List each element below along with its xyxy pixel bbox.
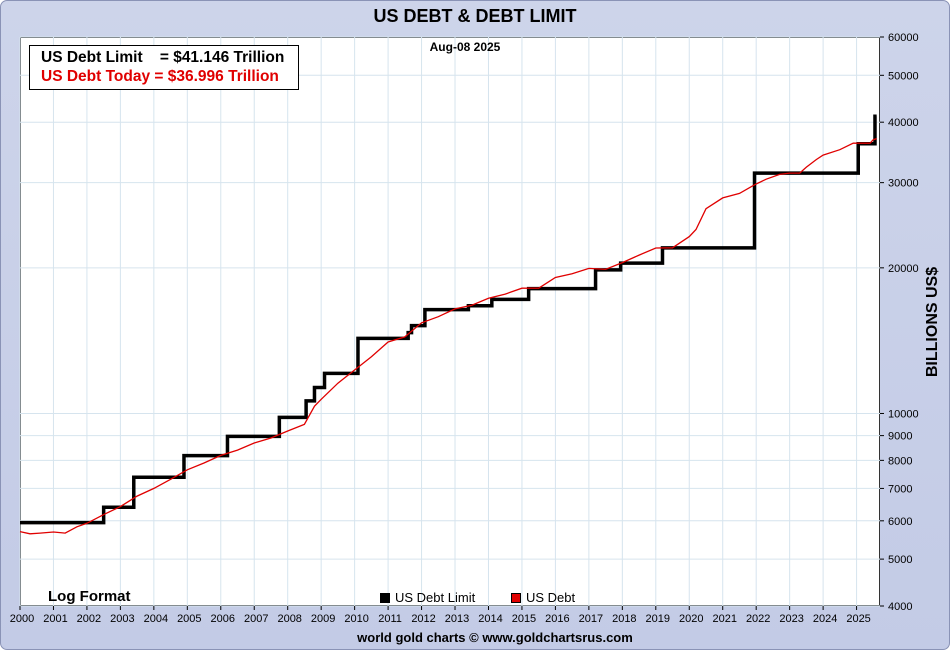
- value-annotation-box: US Debt Limit = $41.146 Trillion US Debt…: [29, 45, 299, 90]
- legend-swatch-debt-limit: [380, 592, 390, 603]
- y-tick-label-8000: 8000: [888, 455, 912, 467]
- x-tick-label-2009: 2009: [311, 613, 335, 625]
- y-tick-label-40000: 40000: [888, 117, 919, 129]
- legend-label-debt-limit: US Debt Limit: [395, 590, 476, 605]
- x-tick-label-2008: 2008: [277, 613, 301, 625]
- x-tick-label-2010: 2010: [344, 613, 368, 625]
- x-tick-label-2025: 2025: [846, 613, 870, 625]
- y-tick-label-50000: 50000: [888, 70, 919, 82]
- series-line-us-debt: [19, 137, 877, 535]
- x-tick-label-2012: 2012: [411, 613, 435, 625]
- tick-layer: 2000 2001 2002 2003 2004 2005 2006 2007 2008 2009…: [10, 32, 919, 625]
- x-tick-label-2021: 2021: [712, 613, 736, 625]
- y-tick-label-6000: 6000: [888, 516, 912, 528]
- y-tick-label-5000: 5000: [888, 554, 912, 566]
- x-tick-label-2023: 2023: [779, 613, 803, 625]
- plot-area: [20, 37, 880, 606]
- grid-layer: [19, 36, 880, 607]
- date-label: Aug-08 2025: [429, 40, 501, 54]
- x-tick-label-2005: 2005: [177, 613, 201, 625]
- chart-title: US DEBT & DEBT LIMIT: [373, 6, 577, 26]
- y-tick-label-4000: 4000: [888, 601, 912, 613]
- y-tick-label-30000: 30000: [888, 178, 919, 190]
- x-tick-label-2017: 2017: [579, 613, 603, 625]
- x-tick-label-2002: 2002: [77, 613, 101, 625]
- y-tick-label-9000: 9000: [888, 431, 912, 443]
- debt-limit-value: US Debt Limit = $41.146 Trillion: [41, 49, 285, 66]
- x-tick-label-2018: 2018: [612, 613, 636, 625]
- x-tick-label-2006: 2006: [211, 613, 235, 625]
- legend-item-debt: US Debt: [511, 590, 575, 605]
- y-tick-label-20000: 20000: [888, 263, 919, 275]
- x-tick-label-2020: 2020: [679, 613, 703, 625]
- x-tick-label-2022: 2022: [746, 613, 770, 625]
- x-tick-label-2024: 2024: [813, 613, 837, 625]
- debt-today-value: US Debt Today = $36.996 Trillion: [41, 68, 279, 85]
- x-tick-label-2019: 2019: [646, 613, 670, 625]
- series-line-us-debt-limit: [20, 114, 877, 525]
- x-tick-label-2000: 2000: [10, 613, 34, 625]
- y-tick-label-7000: 7000: [888, 483, 912, 495]
- y-tick-label-10000: 10000: [888, 408, 919, 420]
- x-tick-label-2011: 2011: [378, 613, 402, 625]
- series-layer: [19, 114, 877, 535]
- footer-credit: world gold charts © www.goldchartsrus.co…: [357, 630, 633, 645]
- y-axis-label: BILLIONS US$: [924, 266, 941, 378]
- x-tick-label-2013: 2013: [445, 613, 469, 625]
- x-tick-label-2016: 2016: [545, 613, 569, 625]
- x-tick-label-2007: 2007: [244, 613, 268, 625]
- legend-swatch-debt: [511, 592, 521, 603]
- x-tick-label-2014: 2014: [478, 613, 502, 625]
- x-tick-label-2003: 2003: [110, 613, 134, 625]
- x-tick-label-2001: 2001: [43, 613, 67, 625]
- legend-item-debt-limit: US Debt Limit: [380, 590, 475, 605]
- legend-label-debt: US Debt: [526, 590, 576, 605]
- scale-note: Log Format: [48, 588, 131, 605]
- x-tick-label-2004: 2004: [144, 613, 168, 625]
- x-tick-label-2015: 2015: [512, 613, 536, 625]
- y-tick-label-60000: 60000: [888, 32, 919, 44]
